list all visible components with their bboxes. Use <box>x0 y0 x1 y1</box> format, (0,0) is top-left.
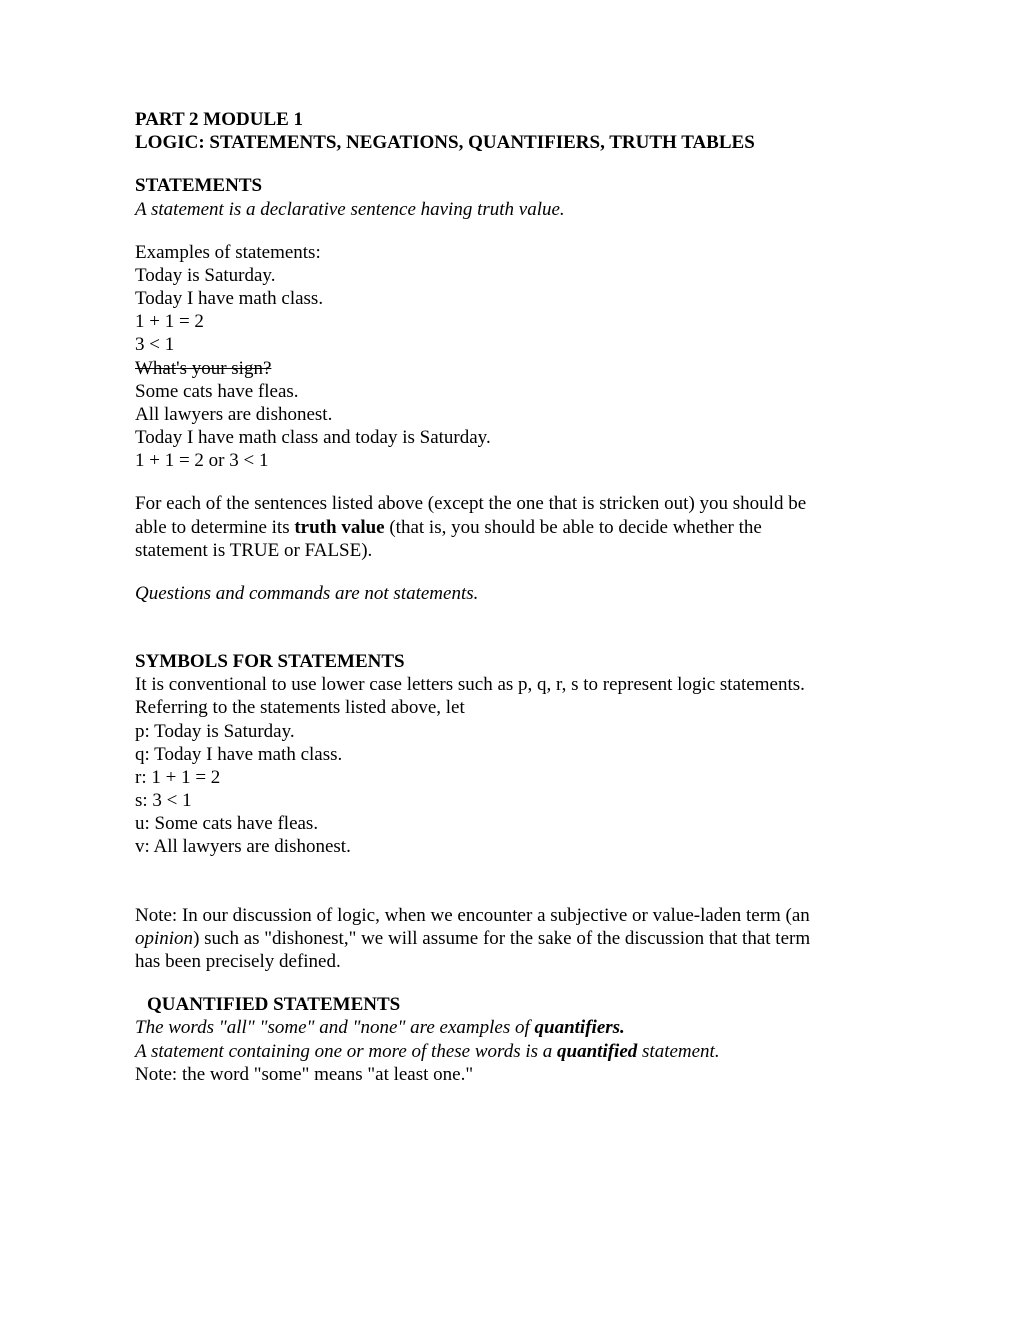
example-line: 1 + 1 = 2 <box>135 310 885 333</box>
example-line-stricken: What's your sign? <box>135 357 885 380</box>
spacer <box>135 472 885 492</box>
symbols-text: Referring to the statements listed above… <box>135 696 885 719</box>
example-line: Today I have math class. <box>135 287 885 310</box>
quantified-note: Note: the word "some" means "at least on… <box>135 1063 885 1086</box>
symbol-def: s: 3 < 1 <box>135 789 885 812</box>
quantified-text: A statement containing one or more of th… <box>135 1040 885 1063</box>
example-line: Today is Saturday. <box>135 264 885 287</box>
statements-definition: A statement is a declarative sentence ha… <box>135 198 885 221</box>
spacer <box>135 154 885 174</box>
example-line: 3 < 1 <box>135 333 885 356</box>
examples-label: Examples of statements: <box>135 241 885 264</box>
note-text: has been precisely defined. <box>135 950 885 973</box>
section-heading-statements: STATEMENTS <box>135 174 885 197</box>
part-label: PART 2 MODULE 1 <box>135 108 885 131</box>
page-title: LOGIC: STATEMENTS, NEGATIONS, QUANTIFIER… <box>135 131 885 154</box>
italic-term: opinion <box>135 928 193 949</box>
example-line: Today I have math class and today is Sat… <box>135 426 885 449</box>
symbol-def: r: 1 + 1 = 2 <box>135 766 885 789</box>
note-text: opinion) such as "dishonest," we will as… <box>135 927 885 950</box>
spacer <box>135 605 885 650</box>
document-page: PART 2 MODULE 1 LOGIC: STATEMENTS, NEGAT… <box>0 0 1020 1086</box>
section-heading-quantified: QUANTIFIED STATEMENTS <box>135 993 885 1016</box>
spacer <box>135 973 885 993</box>
text-span: able to determine its <box>135 517 294 538</box>
symbol-def: v: All lawyers are dishonest. <box>135 835 885 858</box>
example-line: All lawyers are dishonest. <box>135 403 885 426</box>
bold-italic-term: quantified <box>557 1041 637 1062</box>
truth-value-text: For each of the sentences listed above (… <box>135 492 885 515</box>
note-text: Note: In our discussion of logic, when w… <box>135 904 885 927</box>
text-span: For each of the sentences listed above (… <box>135 493 806 514</box>
spacer <box>135 221 885 241</box>
quantified-text: The words "all" "some" and "none" are ex… <box>135 1016 885 1039</box>
bold-italic-term: quantifiers. <box>535 1017 625 1038</box>
symbol-def: p: Today is Saturday. <box>135 720 885 743</box>
text-span: The words "all" "some" and "none" are ex… <box>135 1017 535 1038</box>
spacer <box>135 859 885 904</box>
symbol-def: q: Today I have math class. <box>135 743 885 766</box>
text-span: (that is, you should be able to decide w… <box>385 517 762 538</box>
not-statements-note: Questions and commands are not statement… <box>135 582 885 605</box>
section-heading-symbols: SYMBOLS FOR STATEMENTS <box>135 650 885 673</box>
text-span: ) such as "dishonest," we will assume fo… <box>193 928 810 949</box>
text-span: statement. <box>637 1041 719 1062</box>
example-line: Some cats have fleas. <box>135 380 885 403</box>
symbol-def: u: Some cats have fleas. <box>135 812 885 835</box>
truth-value-text: statement is TRUE or FALSE). <box>135 539 885 562</box>
example-line: 1 + 1 = 2 or 3 < 1 <box>135 449 885 472</box>
text-span: A statement containing one or more of th… <box>135 1041 557 1062</box>
symbols-text: It is conventional to use lower case let… <box>135 673 885 696</box>
spacer <box>135 562 885 582</box>
bold-term: truth value <box>294 517 384 538</box>
truth-value-text: able to determine its truth value (that … <box>135 516 885 539</box>
